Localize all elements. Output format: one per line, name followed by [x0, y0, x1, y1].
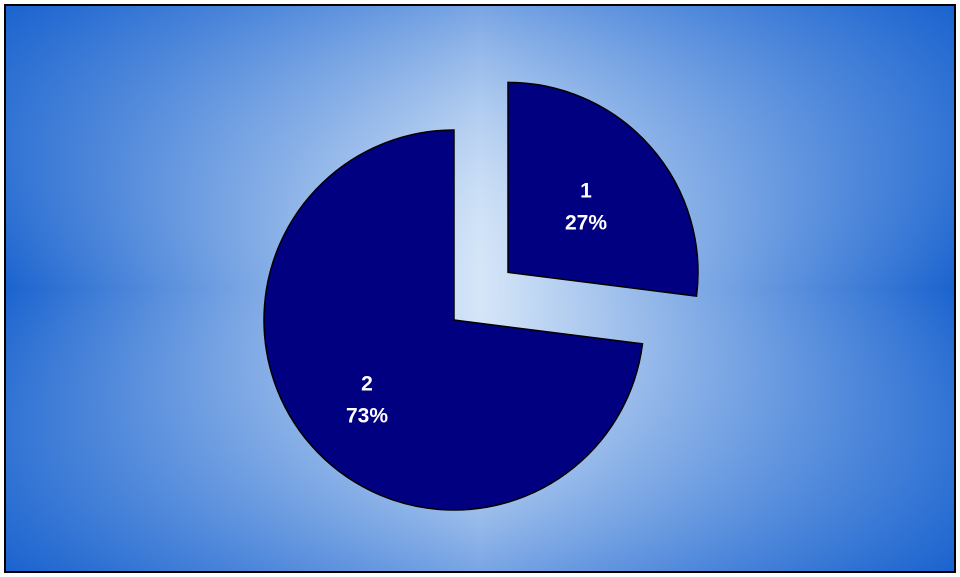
pie-slices: [263, 81, 699, 511]
slice-category-label: 2: [361, 373, 373, 396]
pie-slice-1: [507, 81, 699, 298]
pie-slice-2: [263, 129, 644, 511]
pie-chart: 1 27% 2 73%: [6, 6, 954, 571]
slice-percent-label: 27%: [565, 212, 607, 235]
pie-labels: 1 27% 2 73%: [346, 180, 607, 428]
slice-category-label: 1: [580, 180, 592, 203]
slice-percent-label: 73%: [346, 405, 388, 428]
chart-area: 1 27% 2 73%: [4, 4, 956, 573]
